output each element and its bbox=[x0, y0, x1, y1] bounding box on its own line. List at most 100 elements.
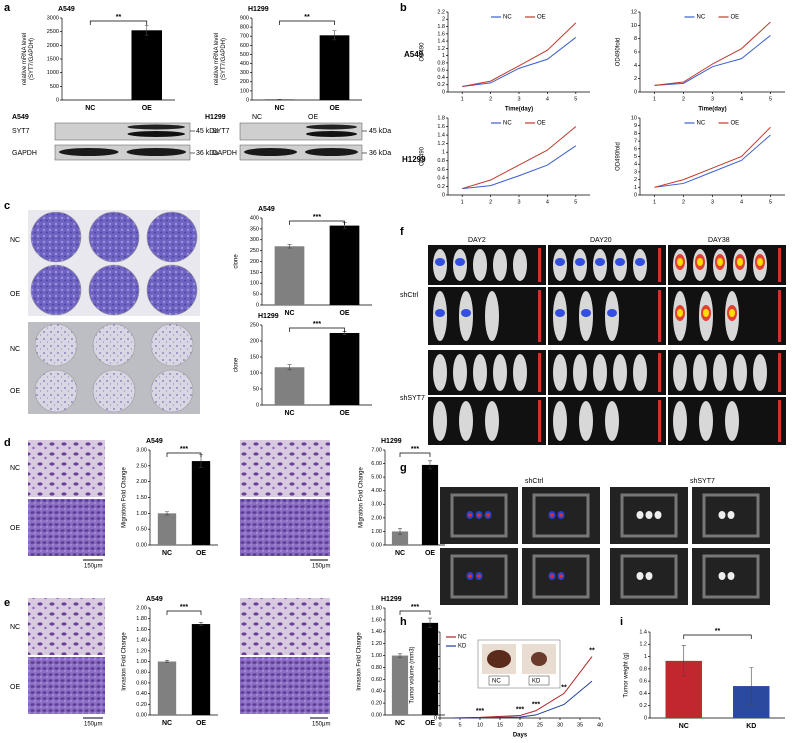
y-tick-label: 1.60 bbox=[371, 617, 382, 623]
sig-bracket bbox=[166, 452, 202, 457]
figure-label: f bbox=[400, 226, 404, 238]
y-tick-label: 0 bbox=[246, 97, 249, 103]
y-tick-label: 0.4 bbox=[437, 175, 445, 181]
y-axis-label: OD490 bbox=[420, 42, 426, 62]
y-tick-label: 4.00 bbox=[371, 488, 382, 494]
mouse bbox=[459, 401, 473, 441]
sig-label: *** bbox=[476, 708, 484, 715]
sig-bracket bbox=[166, 610, 202, 615]
y-tick-label: 0.4 bbox=[639, 691, 647, 697]
series-line bbox=[654, 21, 771, 86]
colorbar bbox=[778, 353, 781, 392]
y-tick-label: 0.20 bbox=[136, 702, 147, 708]
y-tick-label: 10 bbox=[631, 115, 637, 121]
y-axis-label: clone bbox=[234, 254, 240, 269]
y-tick-label: 1500 bbox=[47, 56, 59, 62]
y-axis-label: clone bbox=[234, 357, 240, 372]
well bbox=[88, 211, 140, 263]
x-tick-label: 0 bbox=[438, 722, 441, 728]
error-bar bbox=[681, 645, 686, 677]
tumor-photo bbox=[487, 650, 511, 668]
y-axis-label: Migration Fold Change bbox=[122, 466, 128, 527]
figure-label: shCtrl bbox=[525, 478, 544, 485]
sig-label: *** bbox=[313, 214, 321, 221]
y-tick-label: 1 bbox=[442, 150, 445, 156]
tumor-core bbox=[559, 513, 563, 517]
colorbar bbox=[658, 248, 661, 282]
y-tick-label: 0 bbox=[434, 715, 437, 721]
y-tick-label: 1.4 bbox=[639, 629, 647, 635]
y-tick-label: 900 bbox=[240, 15, 249, 21]
y-tick-label: 0.60 bbox=[136, 680, 147, 686]
signal bbox=[461, 309, 471, 317]
band bbox=[126, 148, 186, 156]
tumor bbox=[636, 511, 644, 519]
y-tick-label: 0.00 bbox=[136, 542, 147, 548]
y-axis-label: OD490fold bbox=[616, 142, 622, 171]
y-tick-label: 0.6 bbox=[437, 68, 445, 74]
y-tick-label: 0 bbox=[56, 97, 59, 103]
mouse bbox=[473, 354, 487, 391]
band bbox=[306, 131, 357, 137]
mouse bbox=[733, 354, 747, 391]
well bbox=[34, 369, 78, 413]
x-tick-label: 4 bbox=[546, 199, 549, 205]
tumor-core bbox=[477, 574, 481, 578]
series-line bbox=[654, 126, 771, 188]
mouse bbox=[573, 354, 587, 391]
y-tick-label: 9 bbox=[634, 123, 637, 129]
y-axis-label: Migration Fold Change bbox=[359, 466, 365, 527]
x-tick-label: 3 bbox=[711, 96, 714, 102]
x-tick-label: KD bbox=[746, 723, 756, 730]
tumor bbox=[636, 572, 644, 580]
y-tick-label: 2 bbox=[634, 177, 637, 183]
figure-label: NC bbox=[10, 346, 20, 353]
y-tick-label: 1400 bbox=[425, 629, 437, 635]
mouse bbox=[485, 291, 499, 341]
y-tick-label: 0.50 bbox=[136, 527, 147, 533]
well bbox=[92, 323, 136, 367]
y-tick-label: 1.00 bbox=[371, 529, 382, 535]
figure-label: 150μm bbox=[84, 722, 102, 728]
figure-label: OE bbox=[308, 114, 318, 121]
y-tick-label: 0.00 bbox=[371, 712, 382, 718]
bar bbox=[131, 30, 163, 100]
bar bbox=[391, 531, 409, 545]
mouse bbox=[613, 354, 627, 391]
chart-title: A549 bbox=[58, 6, 75, 13]
signal-core bbox=[737, 258, 743, 266]
legend-label: OE bbox=[537, 15, 546, 21]
y-axis-label: OD490fold bbox=[616, 38, 622, 67]
mouse bbox=[485, 401, 499, 441]
x-tick-label: 40 bbox=[597, 722, 603, 728]
y-tick-label: 100 bbox=[250, 281, 259, 287]
mouse bbox=[433, 354, 447, 391]
y-tick-label: 2 bbox=[634, 76, 637, 82]
figure-label: 150μm bbox=[312, 722, 330, 728]
mouse bbox=[713, 354, 727, 391]
band bbox=[127, 124, 185, 130]
y-tick-label: 100 bbox=[250, 370, 259, 376]
colorbar bbox=[538, 400, 541, 442]
y-tick-label: 2500 bbox=[47, 29, 59, 35]
y-tick-label: 600 bbox=[240, 43, 249, 49]
signal-core bbox=[729, 309, 735, 317]
mouse bbox=[579, 401, 593, 441]
figure-label: OE bbox=[10, 684, 20, 691]
sig-label: ** bbox=[561, 684, 567, 691]
y-tick-label: 2 bbox=[442, 17, 445, 23]
sig-label: *** bbox=[516, 706, 524, 713]
x-tick-label: OE bbox=[425, 550, 435, 557]
y-tick-label: 0.40 bbox=[136, 691, 147, 697]
figure-label: 150μm bbox=[312, 564, 330, 570]
transwell-image bbox=[240, 598, 330, 655]
band bbox=[306, 124, 357, 130]
y-tick-label: 200 bbox=[250, 338, 259, 344]
mouse bbox=[493, 249, 507, 281]
signal bbox=[455, 258, 465, 266]
y-tick-label: 700 bbox=[240, 34, 249, 40]
y-tick-label: 200 bbox=[240, 79, 249, 85]
mouse bbox=[753, 354, 767, 391]
transwell-image bbox=[28, 499, 105, 556]
x-tick-label: 5 bbox=[769, 96, 772, 102]
